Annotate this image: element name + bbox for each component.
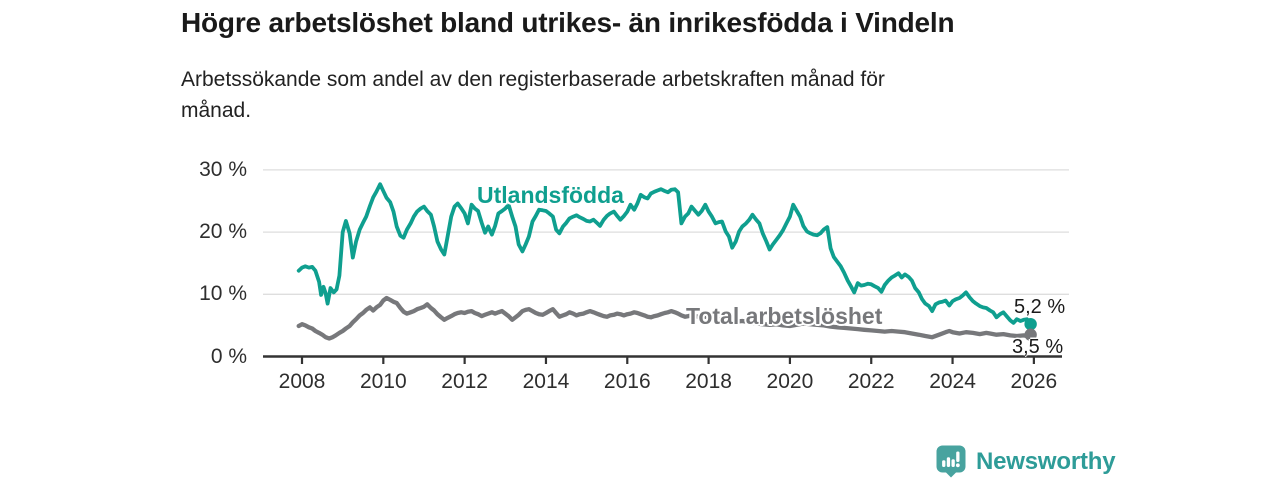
end-value-label-total: 3,5 % [1012,336,1064,358]
newsworthy-brand-text: Newsworthy [976,447,1116,475]
x-tick-label: 2022 [847,369,895,393]
x-tick-label: 2014 [522,369,570,393]
x-tick-label: 2016 [603,369,651,393]
page-title: Högre arbetslöshet bland utrikes- än inr… [181,7,955,38]
newsworthy-logo: Newsworthy [936,445,1116,478]
x-tick-label: 2018 [685,369,732,393]
y-tick-label: 20 % [199,220,247,244]
x-tick-label: 2010 [359,369,407,393]
x-tick-label: 2008 [278,369,326,393]
series-line-1 [296,295,1033,341]
x-tick-label: 2012 [441,369,488,393]
series-end-dot-1 [1024,328,1037,341]
x-tick-label: 2026 [1010,369,1058,393]
chart-subtitle: Arbetssökande som andel av den registerb… [181,68,885,122]
y-tick-label: 30 % [199,157,247,181]
series-label-total-arbetsloshet: Total arbetslöshet [686,303,883,329]
series-line-0 [296,182,1033,327]
y-tick-label: 0 % [210,344,247,368]
y-tick-label: 10 % [199,282,247,306]
newsworthy-logo-icon [936,445,966,478]
end-value-label-utlandsfodda: 5,2 % [1014,296,1066,318]
x-tick-label: 2024 [929,369,976,393]
series-label-utlandsfodda: Utlandsfödda [477,182,624,208]
series-end-dot-0 [1024,317,1037,331]
x-tick-label: 2020 [766,369,814,393]
